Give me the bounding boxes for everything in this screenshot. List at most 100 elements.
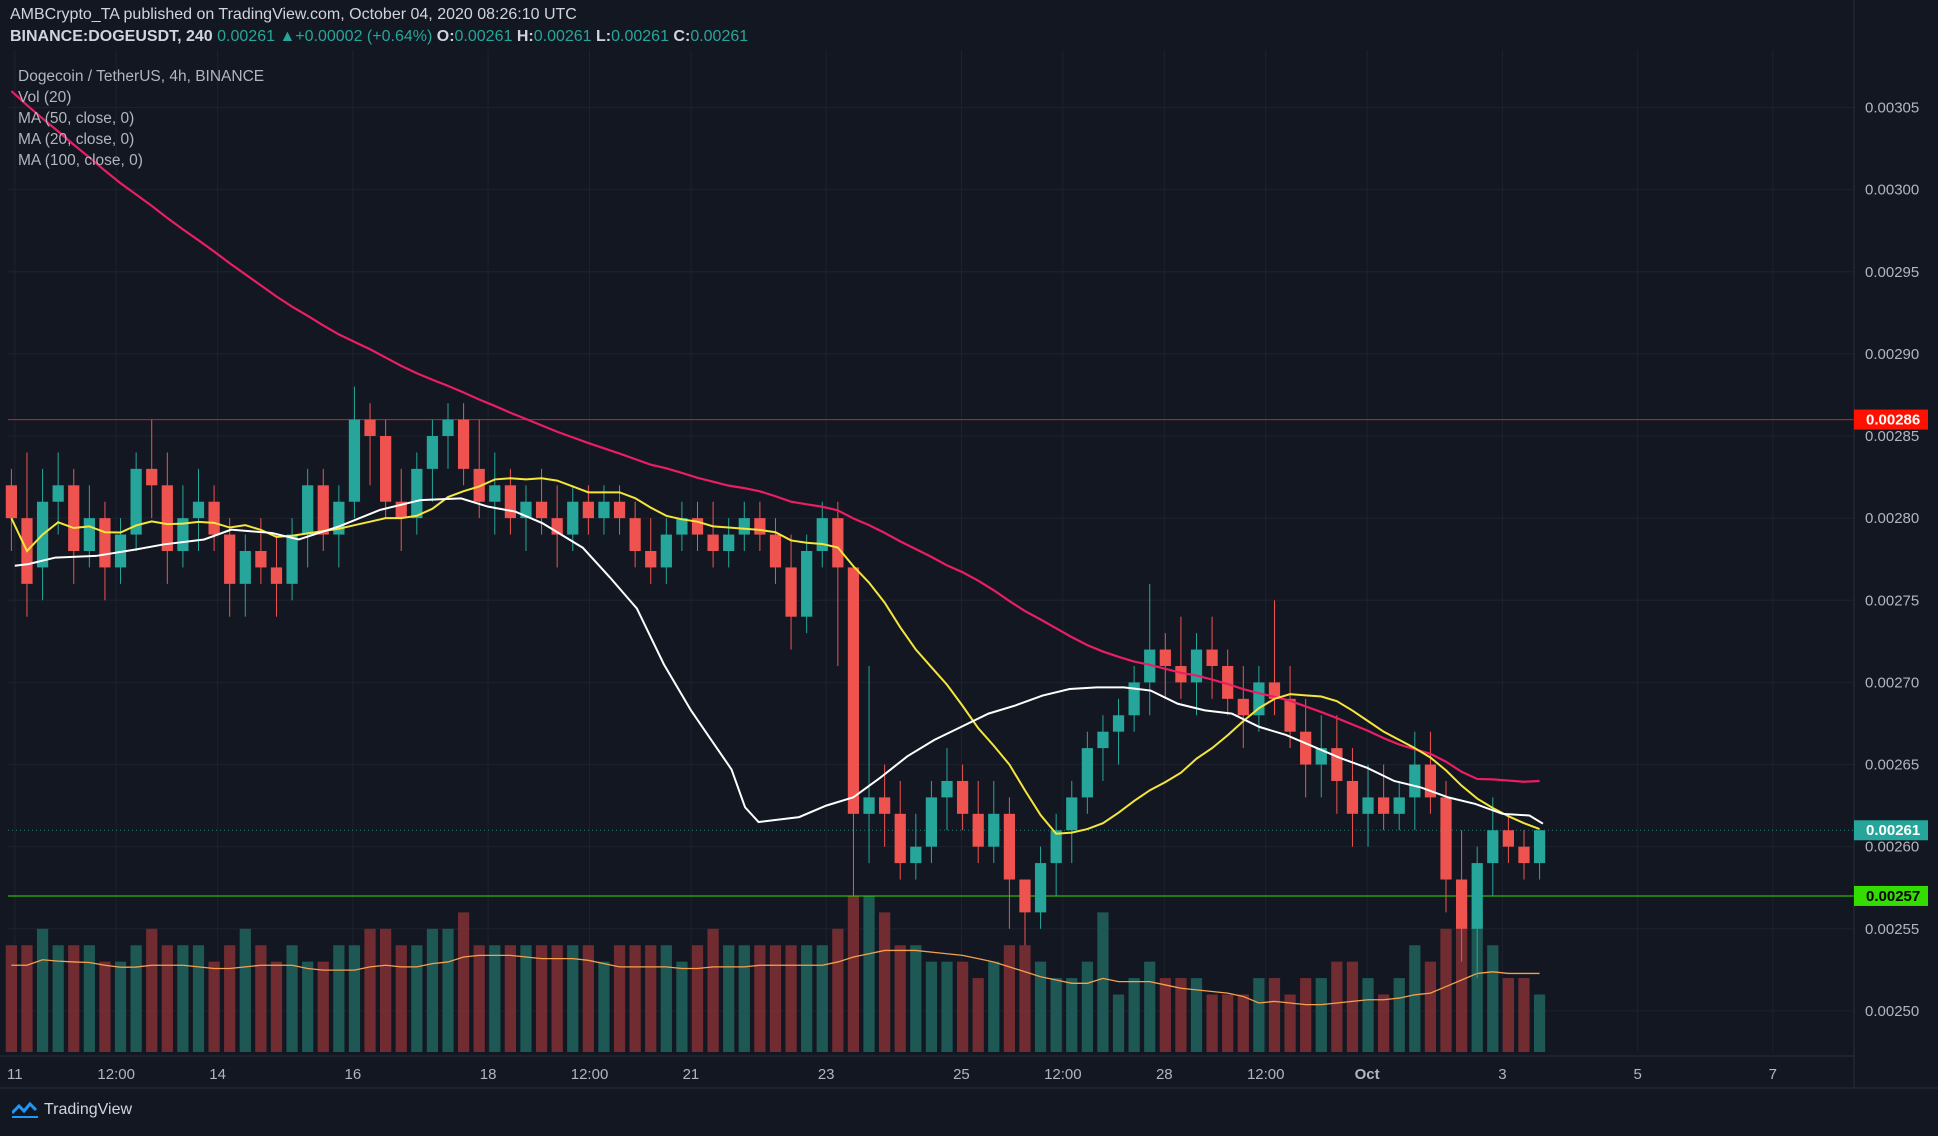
volume-bar	[224, 945, 236, 1052]
x-tick-label: 21	[683, 1066, 700, 1083]
volume-bar	[208, 961, 220, 1052]
candle-body	[224, 534, 236, 584]
tradingview-brand: TradingView	[44, 1101, 133, 1118]
candle-body	[411, 468, 423, 519]
symbol-line: BINANCE:DOGEUSDT, 240 0.00261 ▲+0.00002 …	[10, 28, 748, 46]
volume-bar	[1222, 994, 1234, 1052]
volume-bar	[380, 928, 392, 1052]
volume-bar	[36, 928, 49, 1052]
candle-body	[1034, 863, 1047, 913]
legend-ma100[interactable]: MA (100, close, 0)	[18, 152, 143, 169]
volume-bar	[348, 945, 361, 1052]
candle-body	[1066, 797, 1078, 831]
candle-body	[99, 518, 111, 568]
candle-body	[1440, 797, 1452, 880]
candle-body	[863, 797, 875, 814]
candle-body	[1190, 649, 1203, 683]
y-tick-label: 0.00285	[1865, 428, 1919, 445]
candle-body	[5, 485, 17, 519]
candle-body	[801, 551, 813, 617]
volume-bar	[582, 945, 594, 1052]
legend-ma50[interactable]: MA (50, close, 0)	[18, 110, 135, 127]
close-value: 0.00261	[690, 28, 749, 45]
volume-bar	[660, 945, 672, 1052]
volume-bar	[1159, 978, 1171, 1052]
candle-body	[1144, 649, 1156, 683]
volume-bar	[1097, 912, 1109, 1052]
candle-body	[941, 780, 953, 798]
x-tick-label: 23	[818, 1066, 835, 1083]
volume-bar	[270, 961, 283, 1052]
volume-bar	[941, 961, 953, 1052]
volume-bar	[894, 945, 906, 1052]
volume-bar	[723, 945, 735, 1052]
volume-bar	[832, 928, 844, 1052]
candle-body	[551, 518, 563, 535]
candle-body	[1097, 731, 1109, 749]
volume-bar	[1050, 978, 1062, 1052]
volume-bar	[1471, 912, 1483, 1052]
last-price-label: 0.00261	[1866, 822, 1920, 839]
y-tick-label: 0.00295	[1865, 264, 1919, 281]
legend-title[interactable]: Dogecoin / TetherUS, 4h, BINANCE	[18, 68, 265, 85]
x-tick-label: 25	[953, 1066, 970, 1083]
candle-body	[754, 518, 766, 535]
candle-body	[1362, 797, 1374, 814]
volume-bar	[1424, 961, 1437, 1052]
open-value: 0.00261	[454, 28, 513, 45]
y-tick-label: 0.00305	[1865, 99, 1919, 116]
candle-body	[473, 468, 485, 502]
candle-body	[629, 518, 641, 551]
tradingview-footer[interactable]: TradingView	[10, 1101, 133, 1119]
legend-ma20[interactable]: MA (20, close, 0)	[18, 131, 135, 148]
legend-vol[interactable]: Vol (20)	[18, 89, 72, 106]
candle-body	[1050, 830, 1062, 864]
y-tick-label: 0.00265	[1865, 757, 1919, 774]
candle-body	[442, 419, 454, 437]
volume-bar	[1253, 978, 1265, 1052]
support-label: 0.00257	[1866, 888, 1920, 905]
y-tick-label: 0.00255	[1865, 921, 1919, 938]
candle-body	[1502, 830, 1514, 847]
x-tick-label: 3	[1498, 1066, 1506, 1083]
candle-body	[832, 518, 844, 568]
candle-body	[364, 419, 376, 437]
volume-bar	[551, 945, 563, 1052]
candle-body	[255, 551, 267, 568]
x-tick-label: 7	[1769, 1066, 1777, 1083]
volume-bar	[801, 945, 813, 1052]
volume-bar	[535, 945, 548, 1052]
volume-bar	[988, 961, 1000, 1052]
volume-bar	[1175, 978, 1187, 1052]
volume-bar	[956, 961, 969, 1052]
volume-bar	[598, 961, 610, 1052]
last-price-label-box	[1854, 820, 1928, 841]
publisher-line: AMBCrypto_TA published on TradingView.co…	[10, 6, 577, 23]
resistance-label: 0.00286	[1866, 412, 1920, 429]
candle-body	[613, 501, 626, 519]
x-tick-label: 14	[209, 1066, 226, 1083]
volume-bar	[1019, 945, 1031, 1052]
candle-body	[1206, 649, 1218, 666]
volume-bar	[489, 945, 501, 1052]
candle-body	[1175, 665, 1187, 683]
candle-body	[426, 436, 439, 469]
candle-body	[1081, 748, 1093, 798]
x-tick-label: 16	[345, 1066, 362, 1083]
volume-bar	[177, 945, 189, 1052]
volume-ma-polyline	[11, 949, 1540, 1006]
volume-bar	[52, 945, 64, 1052]
candle-body	[302, 485, 314, 535]
volume-bar	[1455, 912, 1468, 1052]
low-value: 0.00261	[611, 28, 669, 45]
volume-bar	[925, 961, 938, 1052]
volume-bar	[1440, 928, 1452, 1052]
open-label: O:	[436, 28, 455, 45]
candle-body	[1268, 682, 1281, 699]
candle-body	[847, 567, 860, 814]
symbol[interactable]: BINANCE:DOGEUSDT, 240	[10, 28, 213, 45]
volume-bar	[1112, 994, 1125, 1052]
volume-bar	[863, 895, 875, 1052]
candle-body	[707, 534, 719, 551]
